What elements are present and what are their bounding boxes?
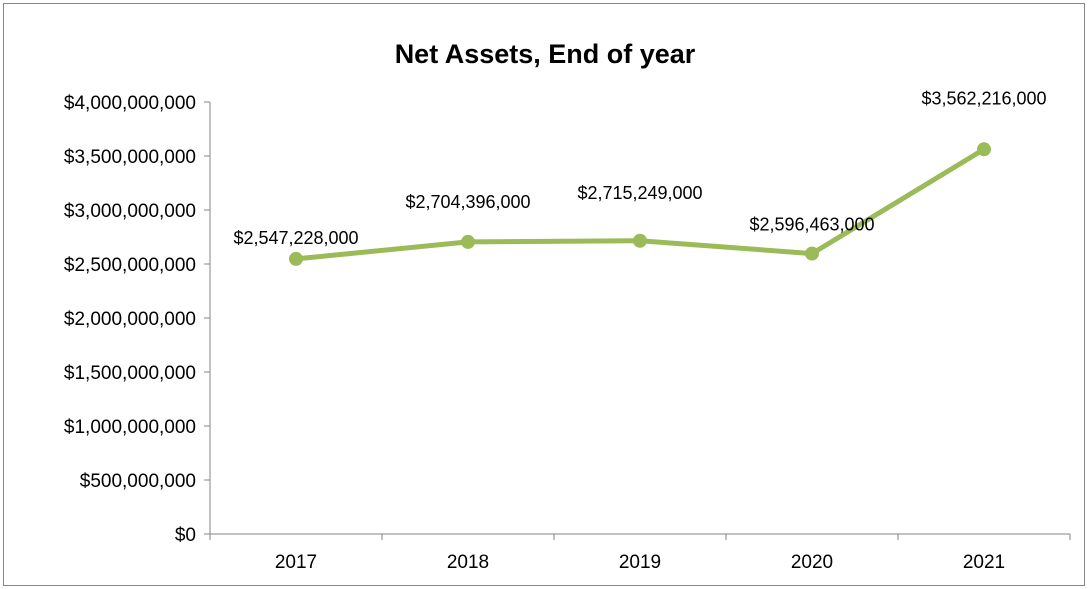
y-tick-label: $3,000,000,000 (64, 201, 196, 222)
y-tick-label: $500,000,000 (80, 471, 196, 492)
data-label-layer: $2,547,228,000 $2,704,396,000 $2,715,249,0… (233, 88, 1046, 248)
data-point (977, 142, 991, 157)
data-point (633, 233, 647, 248)
data-point (805, 246, 819, 261)
x-tick-label: 2018 (447, 552, 489, 573)
data-label: $2,547,228,000 (233, 228, 358, 248)
data-point (461, 234, 475, 249)
data-point (289, 251, 303, 266)
chart-title: Net Assets, End of year (395, 39, 696, 69)
y-tick-label: $0 (175, 525, 196, 546)
x-tick-label: 2020 (791, 552, 833, 573)
y-tick-label: $4,000,000,000 (64, 93, 196, 114)
series-net-assets (289, 142, 991, 266)
chart-frame-border (3, 3, 1085, 586)
y-axis: $0 $500,000,000 $1,000,000,000 $1,500,000,0… (64, 93, 211, 546)
data-label: $2,715,249,000 (577, 183, 702, 203)
data-label: $2,596,463,000 (749, 215, 874, 235)
y-tick-label: $3,500,000,000 (64, 147, 196, 168)
y-tick-label: $1,500,000,000 (64, 363, 196, 384)
y-tick-label: $2,500,000,000 (64, 255, 196, 276)
data-label: $3,562,216,000 (921, 88, 1046, 108)
x-tick-label: 2017 (275, 552, 317, 573)
y-tick-label: $1,000,000,000 (64, 417, 196, 438)
x-axis: 2017 2018 2019 2020 2021 (209, 533, 1071, 573)
data-label: $2,704,396,000 (405, 192, 530, 212)
y-tick-label: $2,000,000,000 (64, 309, 196, 330)
x-tick-label: 2019 (619, 552, 661, 573)
x-tick-label: 2021 (963, 552, 1005, 573)
